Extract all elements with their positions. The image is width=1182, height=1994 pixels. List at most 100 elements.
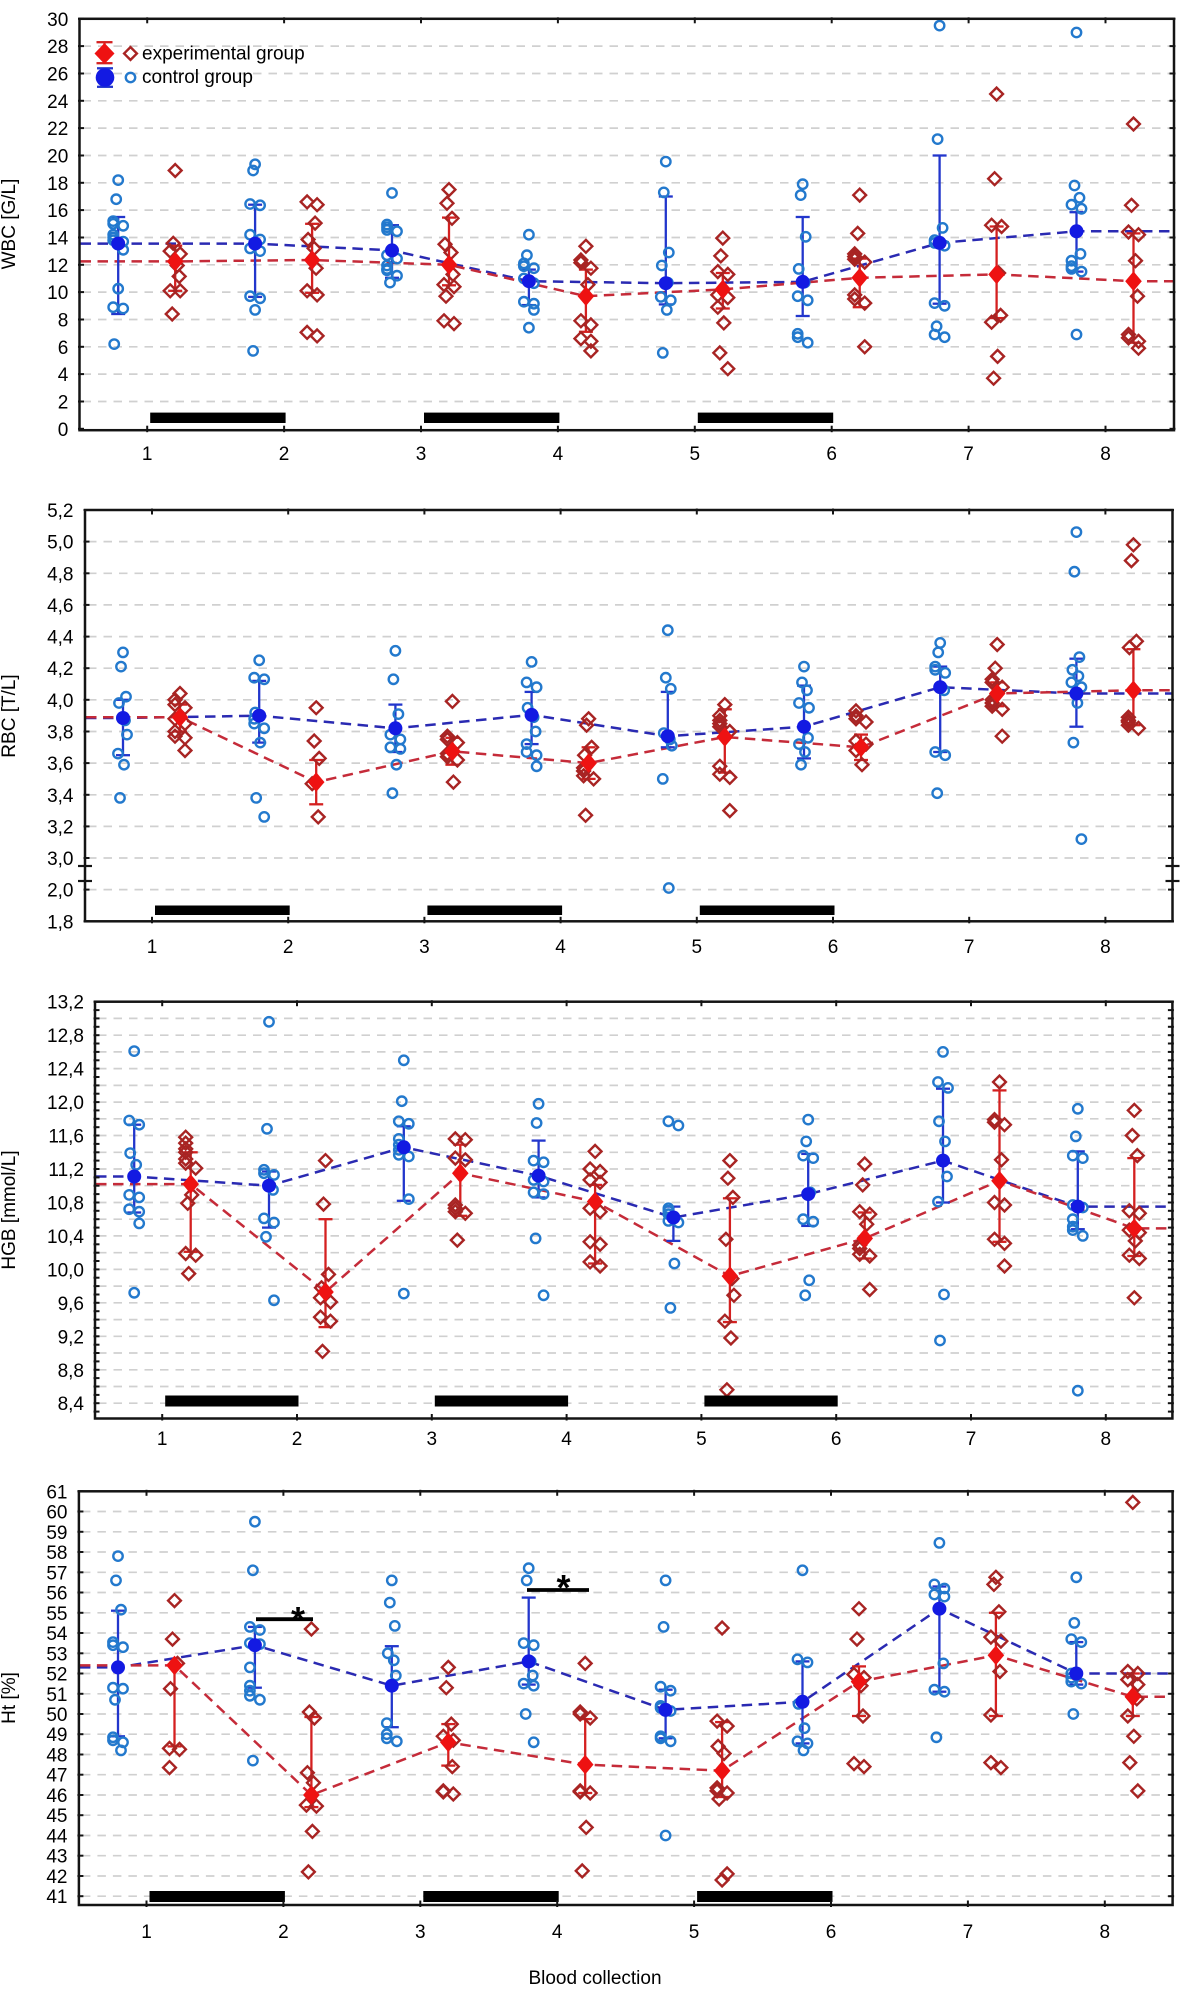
svg-text:54: 54 bbox=[46, 1624, 68, 1645]
svg-text:8: 8 bbox=[1100, 937, 1111, 958]
svg-text:WBC [G/L]: WBC [G/L] bbox=[0, 179, 20, 270]
svg-text:*: * bbox=[291, 1599, 305, 1640]
svg-text:48: 48 bbox=[46, 1746, 67, 1767]
svg-text:3: 3 bbox=[427, 1429, 438, 1450]
svg-text:2,0: 2,0 bbox=[47, 881, 73, 902]
svg-text:7: 7 bbox=[964, 937, 975, 958]
svg-text:*: * bbox=[556, 1567, 570, 1608]
svg-text:50: 50 bbox=[46, 1705, 67, 1726]
svg-text:5,0: 5,0 bbox=[47, 533, 73, 554]
svg-text:12,8: 12,8 bbox=[47, 1026, 84, 1047]
svg-text:3,2: 3,2 bbox=[47, 817, 73, 838]
svg-text:6: 6 bbox=[826, 1922, 837, 1943]
svg-text:59: 59 bbox=[46, 1523, 67, 1544]
svg-text:4,2: 4,2 bbox=[47, 659, 73, 680]
svg-text:61: 61 bbox=[46, 1482, 67, 1503]
svg-text:1,8: 1,8 bbox=[47, 912, 73, 933]
svg-text:4: 4 bbox=[555, 937, 566, 958]
svg-text:4: 4 bbox=[553, 444, 564, 465]
svg-text:4,8: 4,8 bbox=[47, 564, 73, 585]
svg-text:8: 8 bbox=[1101, 1429, 1112, 1450]
svg-text:3,8: 3,8 bbox=[47, 723, 73, 744]
svg-text:53: 53 bbox=[46, 1644, 67, 1665]
svg-text:4,6: 4,6 bbox=[47, 596, 73, 617]
svg-text:41: 41 bbox=[46, 1887, 67, 1908]
svg-text:7: 7 bbox=[966, 1429, 977, 1450]
svg-text:3: 3 bbox=[416, 444, 427, 465]
svg-text:6: 6 bbox=[826, 444, 837, 465]
svg-text:26: 26 bbox=[47, 65, 68, 86]
svg-text:8,4: 8,4 bbox=[58, 1394, 85, 1415]
svg-text:0: 0 bbox=[58, 420, 69, 441]
svg-text:45: 45 bbox=[46, 1806, 67, 1827]
svg-text:Blood collection: Blood collection bbox=[528, 1968, 661, 1989]
svg-text:8: 8 bbox=[58, 311, 69, 332]
svg-text:58: 58 bbox=[46, 1543, 67, 1564]
svg-text:12,4: 12,4 bbox=[47, 1060, 84, 1081]
svg-text:43: 43 bbox=[46, 1847, 67, 1868]
svg-text:55: 55 bbox=[46, 1604, 67, 1625]
svg-text:3,6: 3,6 bbox=[47, 754, 73, 775]
svg-text:42: 42 bbox=[46, 1867, 67, 1888]
svg-text:44: 44 bbox=[46, 1827, 68, 1848]
svg-text:56: 56 bbox=[46, 1584, 67, 1605]
svg-text:20: 20 bbox=[47, 147, 68, 168]
svg-text:6: 6 bbox=[58, 338, 69, 359]
svg-text:4: 4 bbox=[561, 1429, 572, 1450]
svg-text:control group: control group bbox=[142, 67, 253, 88]
svg-text:1: 1 bbox=[141, 1922, 152, 1943]
svg-text:12,0: 12,0 bbox=[47, 1093, 84, 1114]
svg-text:13,2: 13,2 bbox=[47, 993, 84, 1014]
svg-text:22: 22 bbox=[47, 119, 68, 140]
svg-text:16: 16 bbox=[47, 201, 68, 222]
svg-text:12: 12 bbox=[47, 256, 68, 277]
svg-text:Ht [%]: Ht [%] bbox=[0, 1672, 20, 1724]
svg-text:2: 2 bbox=[292, 1429, 303, 1450]
svg-text:5: 5 bbox=[696, 1429, 707, 1450]
svg-text:4: 4 bbox=[58, 365, 69, 386]
svg-text:5,2: 5,2 bbox=[47, 501, 73, 522]
svg-text:10: 10 bbox=[47, 283, 68, 304]
svg-text:11,6: 11,6 bbox=[48, 1127, 84, 1148]
svg-text:24: 24 bbox=[47, 92, 69, 113]
svg-text:11,2: 11,2 bbox=[48, 1160, 84, 1181]
svg-text:28: 28 bbox=[47, 37, 68, 58]
svg-text:5: 5 bbox=[690, 444, 701, 465]
svg-text:46: 46 bbox=[46, 1786, 67, 1807]
svg-text:51: 51 bbox=[46, 1685, 67, 1706]
svg-text:10,4: 10,4 bbox=[47, 1227, 84, 1248]
svg-text:6: 6 bbox=[831, 1429, 842, 1450]
svg-text:49: 49 bbox=[46, 1725, 67, 1746]
svg-text:2: 2 bbox=[279, 444, 290, 465]
svg-text:HGB [mmol/L]: HGB [mmol/L] bbox=[0, 1150, 20, 1269]
svg-text:8: 8 bbox=[1100, 444, 1111, 465]
svg-text:9,2: 9,2 bbox=[58, 1327, 84, 1348]
svg-text:60: 60 bbox=[46, 1503, 67, 1524]
svg-text:14: 14 bbox=[47, 229, 69, 250]
svg-text:1: 1 bbox=[147, 937, 158, 958]
svg-text:10,0: 10,0 bbox=[47, 1260, 84, 1281]
svg-text:8: 8 bbox=[1100, 1922, 1111, 1943]
svg-text:2: 2 bbox=[283, 937, 294, 958]
svg-text:6: 6 bbox=[828, 937, 839, 958]
svg-text:3: 3 bbox=[419, 937, 430, 958]
svg-text:18: 18 bbox=[47, 174, 68, 195]
svg-text:5: 5 bbox=[692, 937, 703, 958]
svg-text:5: 5 bbox=[689, 1922, 700, 1943]
svg-text:47: 47 bbox=[46, 1766, 67, 1787]
svg-text:7: 7 bbox=[963, 1922, 974, 1943]
svg-text:2: 2 bbox=[278, 1922, 289, 1943]
svg-text:4,4: 4,4 bbox=[47, 628, 74, 649]
svg-text:4,0: 4,0 bbox=[47, 691, 73, 712]
svg-text:57: 57 bbox=[46, 1563, 67, 1584]
svg-text:30: 30 bbox=[47, 10, 68, 31]
svg-text:experimental group: experimental group bbox=[142, 44, 305, 65]
svg-text:8,8: 8,8 bbox=[58, 1361, 84, 1382]
svg-text:2: 2 bbox=[58, 393, 69, 414]
svg-text:9,6: 9,6 bbox=[58, 1294, 84, 1315]
svg-text:3,4: 3,4 bbox=[47, 786, 74, 807]
svg-text:10,8: 10,8 bbox=[47, 1194, 84, 1215]
svg-text:1: 1 bbox=[142, 444, 153, 465]
svg-text:4: 4 bbox=[552, 1922, 563, 1943]
svg-text:3,0: 3,0 bbox=[47, 849, 73, 870]
